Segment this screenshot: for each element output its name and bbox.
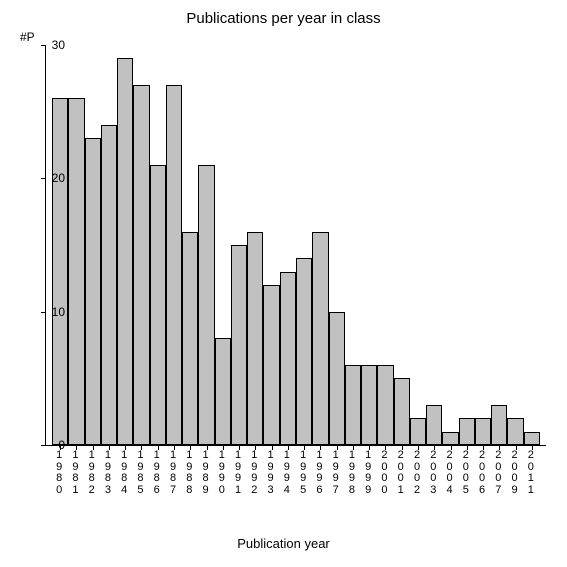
bar	[426, 405, 442, 445]
xtick-label: 2005	[460, 450, 472, 496]
bar	[52, 98, 68, 445]
bar	[263, 285, 279, 445]
xtick-label: 1996	[313, 450, 325, 496]
xtick-label: 1980	[53, 450, 65, 496]
x-axis-label: Publication year	[0, 536, 567, 551]
xtick-label: 1982	[86, 450, 98, 496]
bar	[68, 98, 84, 445]
bar	[231, 245, 247, 445]
ytick-label: 30	[35, 38, 65, 52]
bar	[296, 258, 312, 445]
xtick-label: 2000	[378, 450, 390, 496]
xtick-label: 1993	[265, 450, 277, 496]
bar	[345, 365, 361, 445]
ytick-label: 20	[35, 171, 65, 185]
xtick-label: 1981	[69, 450, 81, 496]
xtick-label: 1995	[297, 450, 309, 496]
xtick-label: 1985	[134, 450, 146, 496]
bar	[361, 365, 377, 445]
bar	[312, 232, 328, 445]
bar	[442, 432, 458, 445]
xtick-label: 2002	[411, 450, 423, 496]
ytick-label: 10	[35, 305, 65, 319]
bar	[329, 312, 345, 445]
bar	[280, 272, 296, 445]
xtick-label: 1989	[200, 450, 212, 496]
bar	[475, 418, 491, 445]
xtick-label: 1994	[281, 450, 293, 496]
xtick-label: 1991	[232, 450, 244, 496]
bar	[101, 125, 117, 445]
xtick-label: 1987	[167, 450, 179, 496]
bar	[133, 85, 149, 445]
xtick-label: 1997	[330, 450, 342, 496]
chart-container: Publications per year in class #P Public…	[0, 0, 567, 567]
xtick-label: 1988	[183, 450, 195, 496]
bar	[215, 338, 231, 445]
xtick-label: 2004	[444, 450, 456, 496]
bar	[150, 165, 166, 445]
xtick-label: 2009	[509, 450, 521, 496]
xtick-label: 1992	[248, 450, 260, 496]
bar	[394, 378, 410, 445]
bar	[182, 232, 198, 445]
xtick-label: 1990	[216, 450, 228, 496]
xtick-label: 2006	[476, 450, 488, 496]
bar	[117, 58, 133, 445]
bar	[85, 138, 101, 445]
bar	[247, 232, 263, 445]
bar	[507, 418, 523, 445]
plot-area	[45, 45, 546, 446]
bar	[491, 405, 507, 445]
xtick-label: 1984	[118, 450, 130, 496]
bar	[166, 85, 182, 445]
xtick-label: 1998	[346, 450, 358, 496]
bar	[377, 365, 393, 445]
bar	[459, 418, 475, 445]
xtick-label: 2001	[395, 450, 407, 496]
xtick-label: 2003	[427, 450, 439, 496]
chart-title: Publications per year in class	[0, 10, 567, 27]
bar	[198, 165, 214, 445]
y-axis-label: #P	[20, 30, 35, 44]
xtick-label: 1983	[102, 450, 114, 496]
xtick-label: 1986	[151, 450, 163, 496]
xtick-label: 1999	[362, 450, 374, 496]
xtick-label: 2011	[525, 450, 537, 496]
bar	[410, 418, 426, 445]
bar	[524, 432, 540, 445]
xtick-label: 2007	[492, 450, 504, 496]
